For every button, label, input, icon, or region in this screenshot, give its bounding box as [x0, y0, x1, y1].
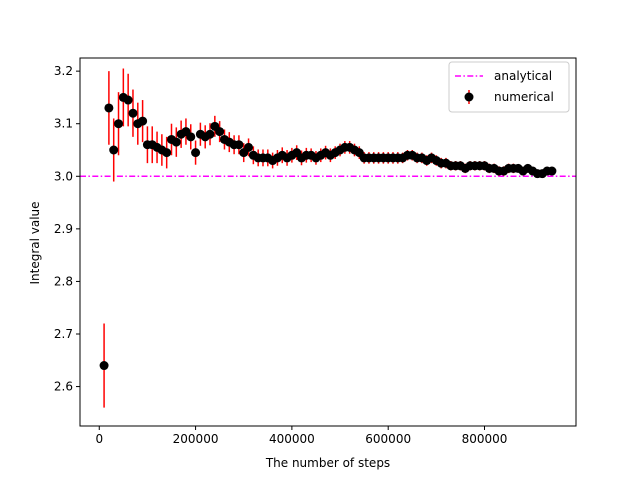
data-point: [128, 108, 138, 118]
data-point: [138, 116, 148, 126]
y-tick-label: 3.0: [54, 169, 73, 183]
data-point: [104, 103, 114, 113]
x-tick-label: 200000: [173, 432, 219, 446]
legend-frame: [448, 61, 570, 113]
legend: analytical numerical: [448, 61, 570, 113]
data-point: [215, 127, 225, 137]
data-point: [123, 95, 133, 105]
data-point: [547, 166, 557, 176]
data-point: [191, 148, 201, 158]
data-point: [171, 137, 181, 147]
legend-analytical-label: analytical: [494, 69, 552, 83]
plot-area: [80, 68, 576, 408]
point-layer: [99, 92, 557, 371]
y-tick-label: 2.6: [54, 380, 73, 394]
y-tick-label: 3.1: [54, 117, 73, 131]
x-tick-label: 600000: [365, 432, 411, 446]
data-point: [99, 361, 109, 371]
data-point: [114, 119, 124, 129]
legend-numerical-label: numerical: [494, 90, 554, 104]
x-tick-label: 800000: [462, 432, 508, 446]
data-point: [205, 129, 215, 139]
data-point: [109, 145, 119, 155]
data-point: [244, 142, 254, 152]
y-ticks: 2.6 2.7 2.8 2.9 3.0 3.1 3.2: [54, 64, 80, 394]
y-tick-label: 2.8: [54, 274, 73, 288]
x-ticks: 0 200000 400000 600000 800000: [95, 426, 507, 446]
data-point: [186, 132, 196, 142]
x-tick-label: 400000: [269, 432, 315, 446]
x-tick-label: 0: [95, 432, 103, 446]
y-tick-label: 3.2: [54, 64, 73, 78]
axes-frame: [79, 57, 577, 427]
y-axis-label: Integral value: [28, 201, 42, 284]
legend-numerical-marker: [464, 92, 474, 102]
data-point: [234, 140, 244, 150]
data-point: [162, 148, 172, 158]
y-tick-label: 2.9: [54, 222, 73, 236]
x-axis-label: The number of steps: [265, 456, 390, 470]
y-tick-label: 2.7: [54, 327, 73, 341]
